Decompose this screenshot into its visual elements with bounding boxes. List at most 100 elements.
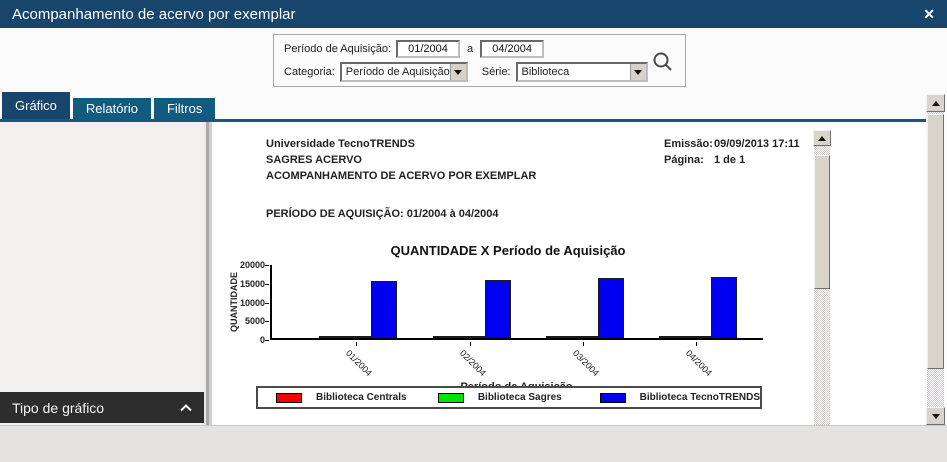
chevron-down-icon <box>634 69 643 75</box>
report-scroll-up-button[interactable] <box>813 130 831 146</box>
tab-relatorio[interactable]: Relatório <box>72 98 151 119</box>
legend-swatch <box>276 392 302 403</box>
main-scrollbar-thumb[interactable] <box>927 114 944 369</box>
y-tick-label: 0 <box>259 335 265 345</box>
x-tick-mark <box>470 342 471 346</box>
left-panel: Tipo de gráfico <box>0 122 204 425</box>
legend-label: Biblioteca TecnoTRENDS <box>639 392 761 403</box>
bar-biblioteca-sagres <box>459 336 485 338</box>
category-dropdown-button[interactable] <box>449 64 466 80</box>
legend-item: Biblioteca TecnoTRENDS <box>582 392 760 403</box>
content-gap <box>831 122 925 425</box>
y-tick-label: 20000 <box>239 260 265 270</box>
emission-value: 09/09/2013 17:11 <box>714 138 800 150</box>
legend-item: Biblioteca Centrals <box>258 392 420 403</box>
panel-splitter[interactable] <box>204 122 212 425</box>
legend-item: Biblioteca Sagres <box>420 392 582 403</box>
page-number-label: Página: <box>664 154 704 166</box>
report-header-meta: Emissão: 09/09/2013 17:11 Página: 1 de 1 <box>664 136 800 168</box>
arrow-up-icon <box>931 100 940 106</box>
x-tick-label: 04/2004 <box>683 348 715 379</box>
x-tick-label: 01/2004 <box>343 348 375 379</box>
report-period-line: PERÍODO DE AQUISIÇÃO: 01/2004 à 04/2004 <box>266 208 499 220</box>
bar-biblioteca-centrals <box>659 336 685 338</box>
system-name: SAGRES ACERVO <box>266 154 362 166</box>
tab-underline <box>0 119 926 122</box>
category-select[interactable]: Período de Aquisição <box>339 62 468 82</box>
bar-chart: QUANTIDADE X Período de Aquisição QUANTI… <box>212 240 813 410</box>
y-tick-label: 5000 <box>244 316 265 327</box>
chart-type-panel-label: Tipo de gráfico <box>12 399 105 416</box>
report-name: ACOMPANHAMENTO DE ACERVO POR EXEMPLAR <box>266 170 537 182</box>
filter-row-period: Período de Aquisição: a <box>274 40 685 58</box>
bar-biblioteca-centrals <box>433 336 459 338</box>
x-tick-mark <box>696 342 697 346</box>
main-area: Tipo de gráfico Universidade TecnoTRENDS… <box>0 122 947 425</box>
legend-swatch <box>599 392 626 403</box>
bar-group <box>433 263 511 338</box>
org-name: Universidade TecnoTRENDS <box>266 138 415 150</box>
series-select-value: Biblioteca <box>521 66 570 78</box>
y-tick-label: 15000 <box>239 278 265 289</box>
chevron-down-icon <box>454 69 463 75</box>
chart-plot-area <box>270 265 763 340</box>
legend: Biblioteca Centrals Biblioteca Sagres Bibl… <box>256 386 762 409</box>
y-tick-mark <box>265 265 269 266</box>
category-select-value: Período de Aquisição <box>345 66 450 78</box>
y-tick-mark <box>265 283 269 285</box>
report-header-org: Universidade TecnoTRENDS SAGRES ACERVO A… <box>266 136 536 184</box>
window-titlebar: Acompanhamento de acervo por exemplar ✕ <box>0 0 947 28</box>
y-tick-label: 10000 <box>239 297 265 308</box>
filter-strip: Período de Aquisição: a Categoria: Perío… <box>0 28 947 92</box>
legend-label: Biblioteca Sagres <box>477 392 562 403</box>
search-icon[interactable] <box>652 51 674 73</box>
tab-grafico[interactable]: Gráfico <box>2 92 70 119</box>
arrow-down-icon <box>931 413 940 419</box>
tabs: Gráfico Relatório Filtros <box>0 92 926 119</box>
bar-biblioteca-tecnotrends <box>598 277 624 338</box>
series-label: Série: <box>481 66 511 78</box>
report-scrollbar-thumb[interactable] <box>814 155 830 289</box>
x-tick-label: 03/2004 <box>570 348 602 379</box>
filter-panel: Período de Aquisição: a Categoria: Perío… <box>273 34 686 87</box>
bar-biblioteca-tecnotrends <box>711 276 737 338</box>
legend-swatch <box>437 392 464 403</box>
arrow-up-icon <box>818 135 826 141</box>
chart-title: QUANTIDADE X Período de Aquisição <box>390 243 626 258</box>
bar-biblioteca-sagres <box>345 336 371 338</box>
report-scrollbar <box>813 130 831 425</box>
bar-group <box>659 263 737 338</box>
category-label: Categoria: <box>284 66 335 78</box>
main-scroll-up-button[interactable] <box>926 94 945 112</box>
series-select[interactable]: Biblioteca <box>515 62 648 82</box>
report-preview: Universidade TecnoTRENDS SAGRES ACERVO A… <box>212 122 831 425</box>
emission-label: Emissão: <box>664 138 713 150</box>
y-tick-mark <box>265 321 269 323</box>
main-scroll-down-button[interactable] <box>926 407 945 425</box>
y-tick-mark <box>265 302 269 304</box>
x-tick-label: 02/2004 <box>457 348 489 379</box>
period-label: Período de Aquisição: <box>284 43 392 55</box>
window-title: Acompanhamento de acervo por exemplar <box>12 5 296 23</box>
report-page: Universidade TecnoTRENDS SAGRES ACERVO A… <box>212 130 813 425</box>
period-from-input[interactable] <box>396 40 461 58</box>
bar-biblioteca-tecnotrends <box>485 279 511 338</box>
tab-filtros[interactable]: Filtros <box>153 98 216 119</box>
bar-biblioteca-centrals <box>319 336 345 338</box>
bottom-bar <box>0 425 947 462</box>
bar-biblioteca-centrals <box>546 336 572 338</box>
main-scrollbar <box>926 94 945 425</box>
series-dropdown-button[interactable] <box>629 64 646 80</box>
bar-biblioteca-sagres <box>685 336 711 338</box>
close-icon[interactable]: ✕ <box>923 6 935 22</box>
x-tick-mark <box>356 342 357 346</box>
bar-biblioteca-tecnotrends <box>371 280 397 338</box>
filter-row-category: Categoria: Período de Aquisição Série: B… <box>274 62 685 82</box>
bar-group <box>546 263 624 338</box>
chart-type-panel-header[interactable]: Tipo de gráfico <box>0 392 204 423</box>
period-to-input[interactable] <box>480 40 545 58</box>
legend-label: Biblioteca Centrals <box>316 392 407 403</box>
period-to-label: a <box>467 43 474 55</box>
chevron-up-icon <box>180 403 192 411</box>
